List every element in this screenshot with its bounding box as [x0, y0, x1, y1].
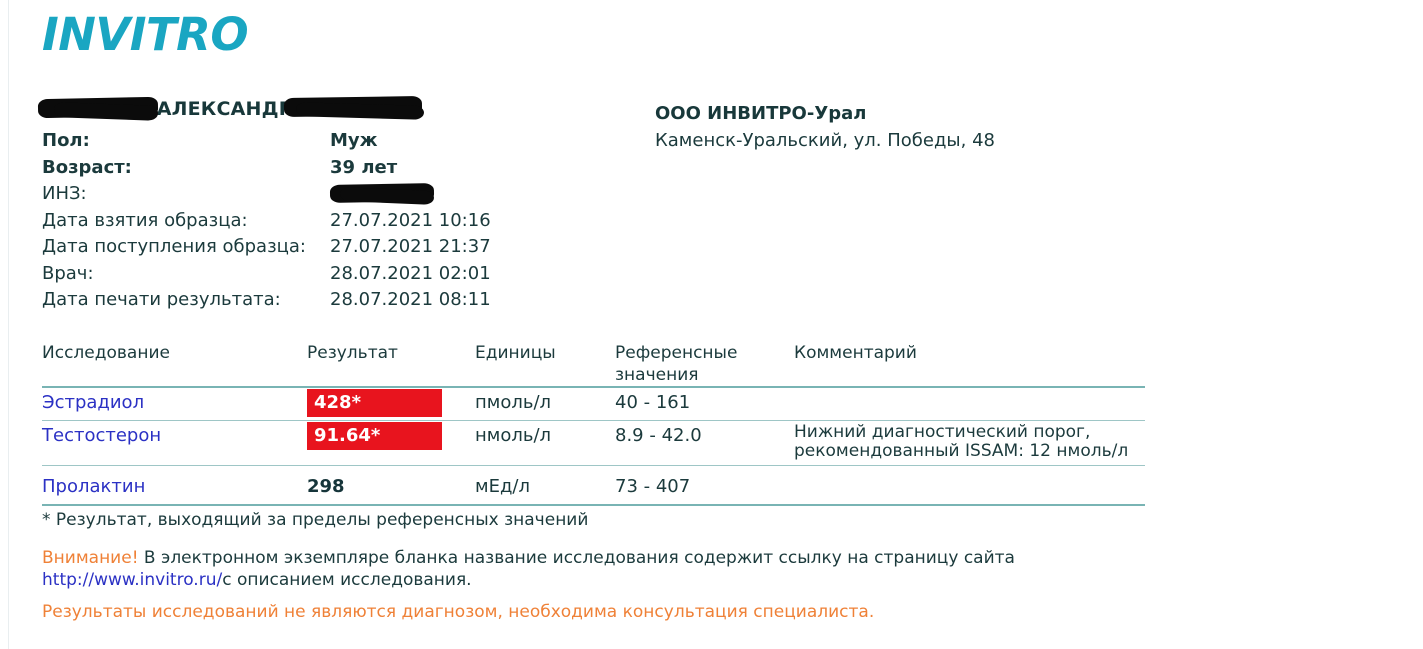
info-row-collection-date: Дата взятия образца: 27.07.2021 10:16 [42, 208, 491, 235]
attention-url-rest: с описанием исследования. [222, 570, 472, 590]
row-result-flagged: 91.64* [307, 422, 442, 450]
info-value-age: 39 лет [330, 156, 398, 178]
footnote-asterisk: * Результат, выходящий за пределы рефере… [42, 510, 589, 530]
footnote-disclaimer: Результаты исследований не являются диаг… [42, 602, 875, 622]
attention-rest: В электронном экземпляре бланка название… [138, 548, 1015, 568]
info-row-sex: Пол: Муж [42, 128, 491, 155]
row-analyte-link[interactable]: Пролактин [42, 476, 146, 497]
footnote-attention: Внимание! В электронном экземпляре бланк… [42, 546, 1015, 570]
footnote-attention-line2: http://www.invitro.ru/с описанием исслед… [42, 568, 472, 592]
info-row-age: Возраст: 39 лет [42, 155, 491, 182]
row-analyte-link[interactable]: Эстрадиол [42, 392, 145, 413]
header-reference: Референсные значения [615, 342, 765, 386]
row-result-flagged: 428* [307, 389, 442, 417]
row-units: пмоль/л [475, 392, 552, 413]
header-research: Исследование [42, 343, 170, 363]
invitro-logo: INVITRO [42, 8, 249, 61]
info-label-print-date: Дата печати результата: [42, 289, 281, 310]
page-left-edge [8, 0, 9, 649]
row-result-value: 298 [307, 476, 345, 497]
row-result: 91.64* [307, 421, 457, 451]
row-units: мЕд/л [475, 476, 530, 497]
header-reference-line2: значения [615, 365, 699, 385]
info-row-print-date: Дата печати результата: 28.07.2021 08:11 [42, 287, 491, 314]
table-rule-top [42, 386, 1145, 388]
info-value-received-date: 27.07.2021 21:37 [330, 236, 491, 257]
row-reference: 40 - 161 [615, 392, 691, 413]
invitro-url-link[interactable]: http://www.invitro.ru/ [42, 570, 223, 590]
info-value-print-date: 28.07.2021 08:11 [330, 289, 491, 310]
info-value-collection-date: 27.07.2021 10:16 [330, 209, 491, 231]
table-row: Эстрадиол 428* пмоль/л 40 - 161 [42, 388, 1145, 420]
patient-name-visible: АЛЕКСАНДР [156, 98, 293, 120]
clinic-name: ООО ИНВИТРО-Урал [655, 103, 867, 124]
info-row-received-date: Дата поступления образца: 27.07.2021 21:… [42, 234, 491, 261]
patient-name: ЗАКРЫТО АЛЕКСАНДР ЗАКРЫТООО [42, 98, 440, 120]
table-rule-bottom [42, 504, 1145, 506]
info-label-doctor: Врач: [42, 262, 94, 284]
results-header-row: Исследование Результат Единицы Референсн… [42, 342, 1145, 386]
row-analyte-link[interactable]: Тестостерон [42, 425, 162, 446]
table-row: Тестостерон 91.64* нмоль/л 8.9 - 42.0 Ни… [42, 421, 1145, 465]
info-label-inz: ИНЗ: [42, 183, 87, 204]
info-value-doctor: 28.07.2021 02:01 [330, 262, 491, 284]
info-row-doctor: Врач: 28.07.2021 02:01 [42, 261, 491, 288]
clinic-address: Каменск-Уральский, ул. Победы, 48 [655, 130, 995, 151]
row-result: 428* [307, 388, 457, 418]
results-table: Исследование Результат Единицы Референсн… [42, 342, 1145, 506]
info-label-collection-date: Дата взятия образца: [42, 209, 248, 231]
info-label-received-date: Дата поступления образца: [42, 236, 306, 257]
header-units: Единицы [475, 343, 556, 363]
row-result: 298 [307, 472, 457, 502]
table-rule [42, 420, 1145, 421]
table-rule [42, 465, 1145, 466]
table-row: Пролактин 298 мЕд/л 73 - 407 [42, 472, 1145, 504]
clinic-block: ООО ИНВИТРО-Урал Каменск-Уральский, ул. … [655, 100, 995, 154]
attention-word: Внимание! [42, 548, 139, 568]
info-label-age: Возраст: [42, 156, 132, 178]
patient-info-table: Пол: Муж Возраст: 39 лет ИНЗ: Дата взяти… [42, 128, 491, 314]
row-units: нмоль/л [475, 425, 552, 446]
row-comment: Нижний диагностический порог, рекомендов… [794, 422, 1129, 461]
row-reference: 8.9 - 42.0 [615, 425, 702, 446]
info-value-sex: Муж [330, 130, 378, 151]
header-result: Результат [307, 343, 398, 363]
info-row-inz: ИНЗ: [42, 181, 491, 208]
row-reference: 73 - 407 [615, 476, 691, 497]
header-reference-line1: Референсные [615, 343, 738, 363]
header-comment: Комментарий [794, 343, 917, 363]
info-label-sex: Пол: [42, 130, 90, 151]
